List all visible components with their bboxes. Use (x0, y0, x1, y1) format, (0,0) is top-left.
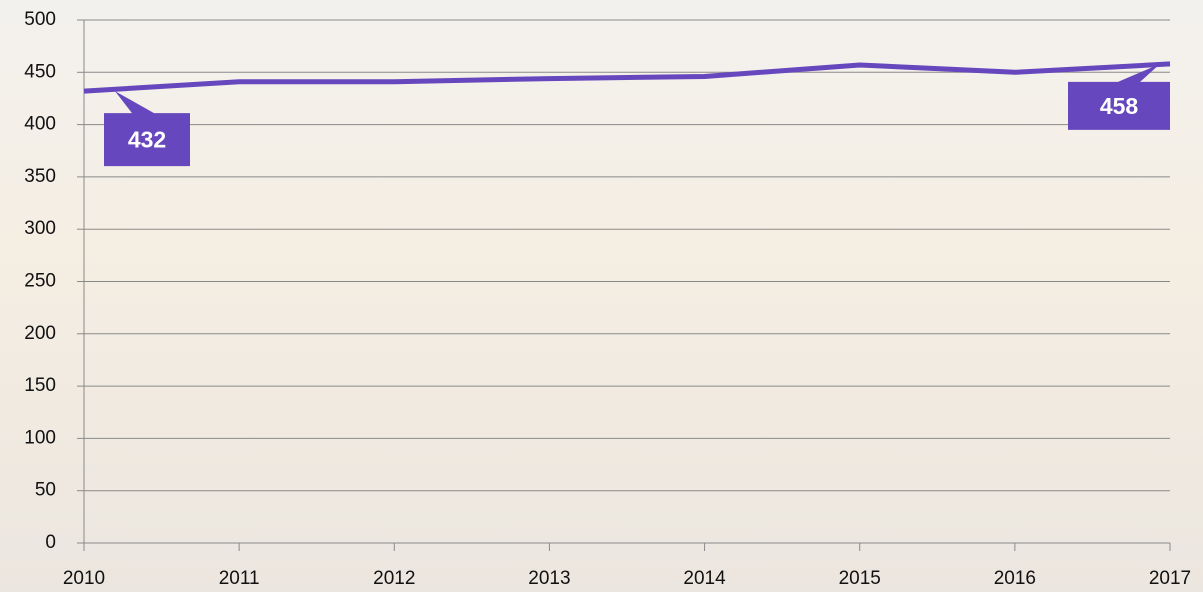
x-tick-label: 2015 (839, 568, 881, 589)
x-tick-label: 2014 (683, 568, 726, 589)
x-tick-label: 2013 (528, 568, 570, 589)
data-label: 432 (128, 127, 166, 153)
y-tick-label: 350 (24, 166, 56, 187)
x-tick-label: 2010 (63, 568, 105, 589)
x-tick-label: 2011 (219, 568, 260, 589)
y-tick-label: 500 (24, 9, 56, 30)
data-label: 458 (1100, 93, 1139, 119)
y-tick-label: 450 (24, 61, 56, 82)
background (0, 0, 1203, 592)
y-tick-label: 150 (24, 375, 56, 396)
y-tick-label: 0 (45, 532, 56, 553)
x-tick-label: 2012 (373, 568, 415, 589)
y-tick-label: 250 (24, 271, 56, 292)
chart: 0 50 100 150 200 250 300 350 400 450 500 2010 2011 20… (0, 0, 1203, 592)
x-tick-label: 2017 (1149, 568, 1191, 589)
y-tick-label: 50 (35, 480, 56, 501)
y-tick-label: 200 (24, 323, 56, 344)
y-tick-label: 300 (24, 218, 56, 239)
y-tick-label: 100 (24, 427, 56, 448)
y-tick-label: 400 (24, 114, 56, 135)
x-tick-label: 2016 (994, 568, 1036, 589)
